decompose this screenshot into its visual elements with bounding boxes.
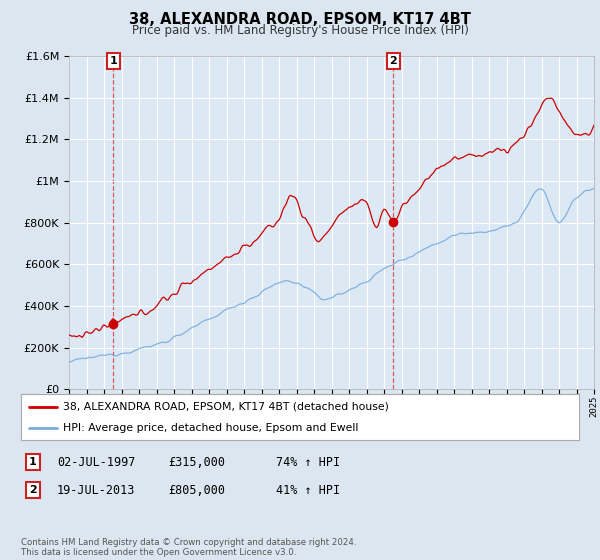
Text: £315,000: £315,000 [168, 455, 225, 469]
Text: 74% ↑ HPI: 74% ↑ HPI [276, 455, 340, 469]
Text: 02-JUL-1997: 02-JUL-1997 [57, 455, 136, 469]
Text: 2: 2 [29, 485, 37, 495]
Text: Contains HM Land Registry data © Crown copyright and database right 2024.
This d: Contains HM Land Registry data © Crown c… [21, 538, 356, 557]
Text: HPI: Average price, detached house, Epsom and Ewell: HPI: Average price, detached house, Epso… [63, 423, 358, 433]
Text: Price paid vs. HM Land Registry's House Price Index (HPI): Price paid vs. HM Land Registry's House … [131, 24, 469, 36]
Text: 38, ALEXANDRA ROAD, EPSOM, KT17 4BT: 38, ALEXANDRA ROAD, EPSOM, KT17 4BT [129, 12, 471, 27]
Text: 41% ↑ HPI: 41% ↑ HPI [276, 483, 340, 497]
Text: 19-JUL-2013: 19-JUL-2013 [57, 483, 136, 497]
Text: 38, ALEXANDRA ROAD, EPSOM, KT17 4BT (detached house): 38, ALEXANDRA ROAD, EPSOM, KT17 4BT (det… [63, 402, 389, 412]
Text: 1: 1 [110, 56, 118, 66]
Text: £805,000: £805,000 [168, 483, 225, 497]
Text: 2: 2 [389, 56, 397, 66]
Text: 1: 1 [29, 457, 37, 467]
